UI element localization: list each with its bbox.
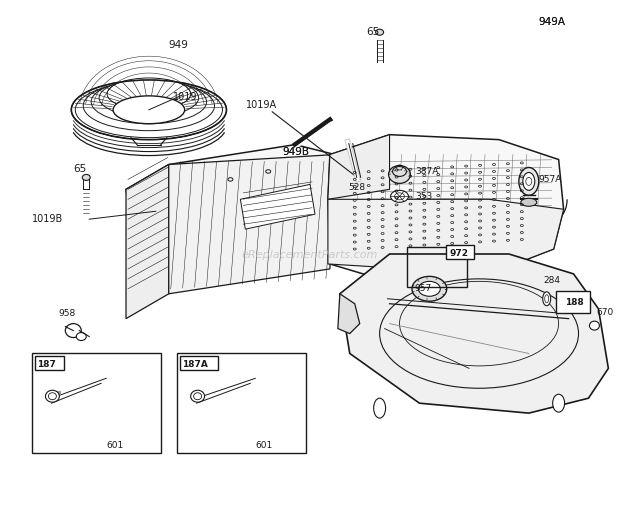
Ellipse shape [376,29,384,35]
Ellipse shape [389,165,410,183]
Ellipse shape [418,281,440,296]
Bar [35,356,64,371]
Ellipse shape [91,80,206,124]
Text: 284: 284 [544,276,560,286]
Ellipse shape [519,167,539,195]
Ellipse shape [542,292,551,306]
Polygon shape [241,184,315,229]
Text: 670: 670 [596,308,614,317]
Ellipse shape [107,78,191,110]
Text: 957A: 957A [539,175,562,184]
Text: 958: 958 [58,309,76,318]
Text: 1019A: 1019A [246,100,278,110]
Polygon shape [338,294,360,333]
Bar [407,247,467,287]
Text: 957: 957 [414,285,432,293]
Polygon shape [169,155,335,294]
Text: 949A: 949A [539,17,565,27]
Text: eReplacementParts.com: eReplacementParts.com [242,250,378,260]
Ellipse shape [523,173,535,190]
Text: 601: 601 [106,441,123,450]
Text: 353: 353 [415,192,433,201]
Text: 65: 65 [366,27,380,37]
Bar [180,356,218,371]
Ellipse shape [191,390,205,402]
Bar [556,291,590,313]
Text: 949: 949 [169,40,188,50]
Polygon shape [328,200,564,274]
Ellipse shape [82,175,90,180]
Ellipse shape [391,190,409,202]
Text: 65: 65 [73,164,87,175]
Text: 1019B: 1019B [32,214,63,224]
Ellipse shape [374,398,386,418]
Ellipse shape [76,332,86,341]
Text: 528: 528 [348,183,365,192]
Text: 949B: 949B [282,147,309,157]
Ellipse shape [83,81,215,131]
Bar [177,353,306,453]
Polygon shape [126,145,335,244]
Polygon shape [340,254,608,413]
Ellipse shape [412,276,447,301]
Ellipse shape [75,82,223,137]
Polygon shape [126,164,169,319]
Text: 1019: 1019 [173,92,197,102]
Text: 187A: 187A [182,360,208,369]
Ellipse shape [521,199,537,206]
Text: 949A: 949A [539,17,565,27]
Text: 387A: 387A [415,167,439,176]
Ellipse shape [71,80,226,139]
Text: 187: 187 [37,360,56,369]
Ellipse shape [552,394,565,412]
Text: 188: 188 [565,298,583,307]
Ellipse shape [590,321,600,330]
Polygon shape [328,135,389,200]
Bar [446,245,474,259]
Ellipse shape [65,324,81,337]
Text: 601: 601 [255,441,273,450]
Ellipse shape [99,79,198,117]
Text: 972: 972 [450,248,468,258]
Text: 949B: 949B [282,147,309,157]
Polygon shape [328,135,564,279]
Ellipse shape [45,390,60,402]
Bar [32,353,161,453]
Ellipse shape [113,96,185,124]
